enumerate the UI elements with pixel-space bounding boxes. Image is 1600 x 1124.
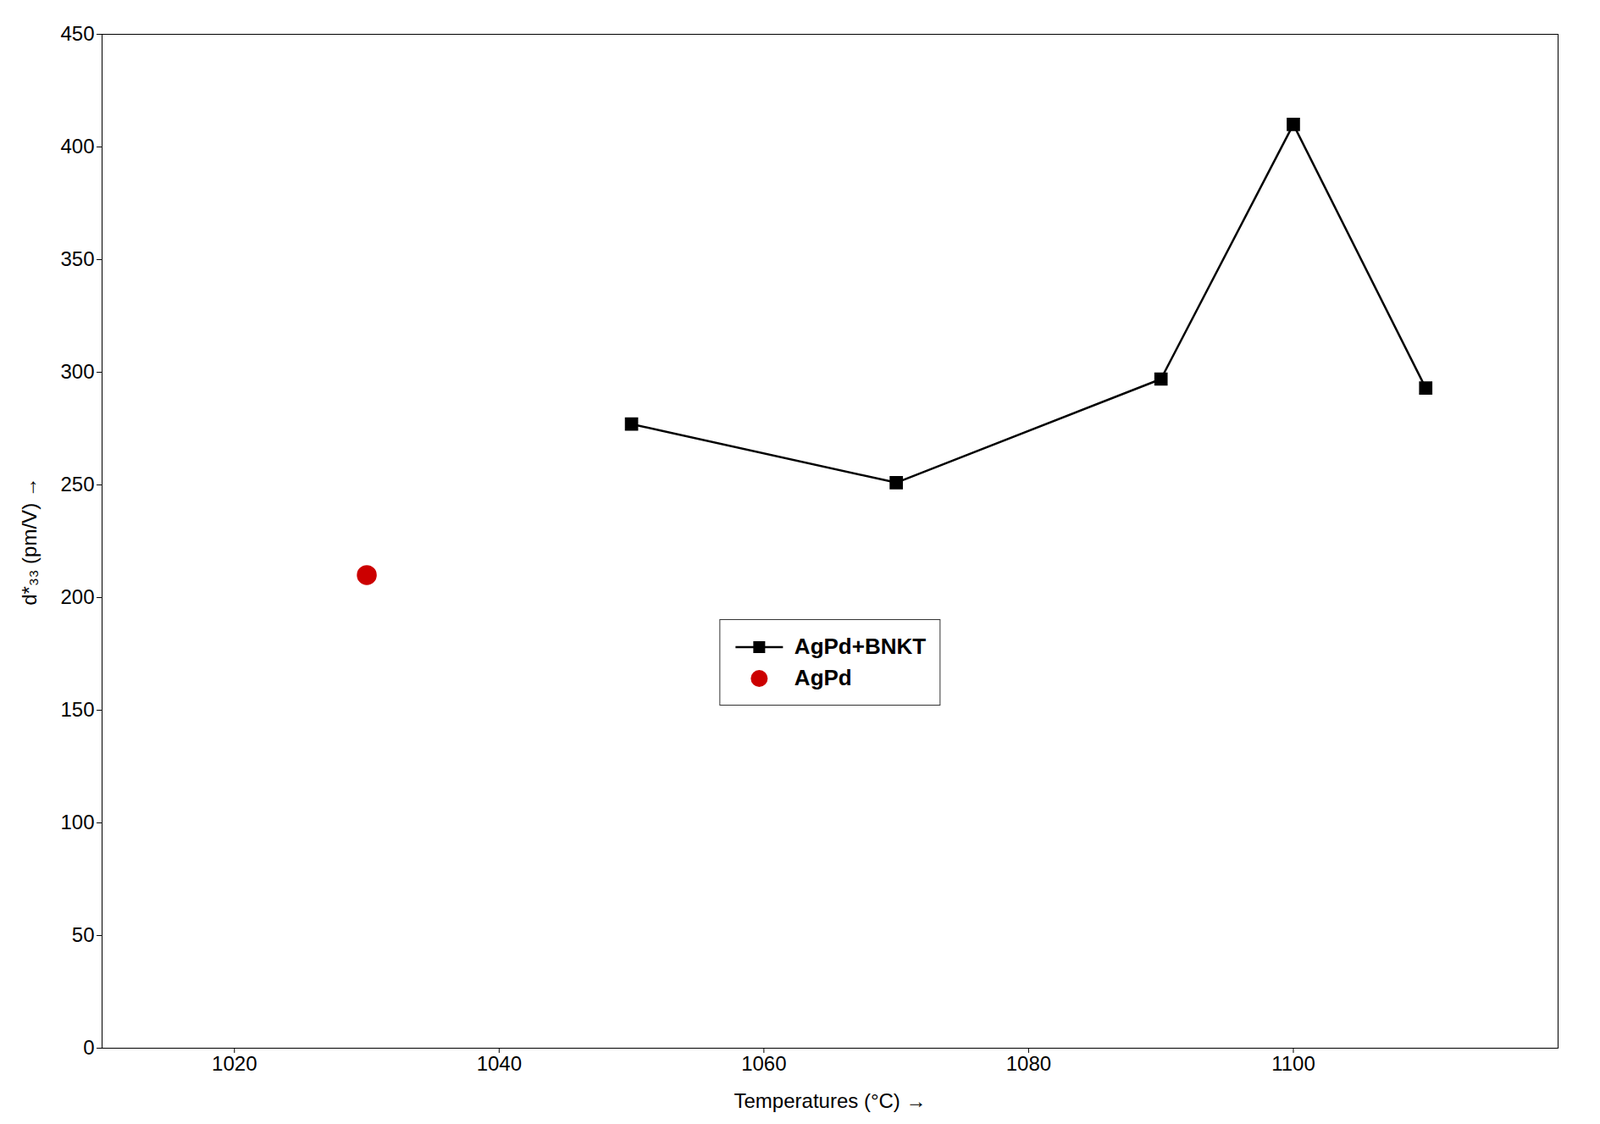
svg-text:250: 250 (60, 472, 95, 496)
svg-text:200: 200 (60, 585, 95, 609)
svg-text:1100: 1100 (1271, 1051, 1316, 1075)
svg-text:50: 50 (71, 923, 95, 947)
svg-text:100: 100 (60, 810, 95, 834)
svg-text:450: 450 (60, 22, 95, 45)
html-text:AgPd: AgPd (794, 664, 852, 691)
svg-text:400: 400 (60, 134, 95, 158)
svg-text:1080: 1080 (1006, 1051, 1052, 1075)
html-text:AgPd+BNKT: AgPd+BNKT (794, 633, 926, 660)
svg-text:350: 350 (60, 247, 95, 271)
svg-text:1020: 1020 (211, 1051, 257, 1075)
svg-text:300: 300 (60, 359, 95, 383)
svg-text:150: 150 (60, 697, 95, 721)
svg-text:0: 0 (83, 1035, 95, 1059)
svg-text:Temperatures (°C) →: Temperatures (°C) → (734, 1089, 927, 1113)
svg-text:1040: 1040 (476, 1051, 522, 1075)
svg-text:1060: 1060 (741, 1051, 787, 1075)
svg-text:d*₃₃ (pm/V) →: d*₃₃ (pm/V) → (17, 476, 41, 606)
